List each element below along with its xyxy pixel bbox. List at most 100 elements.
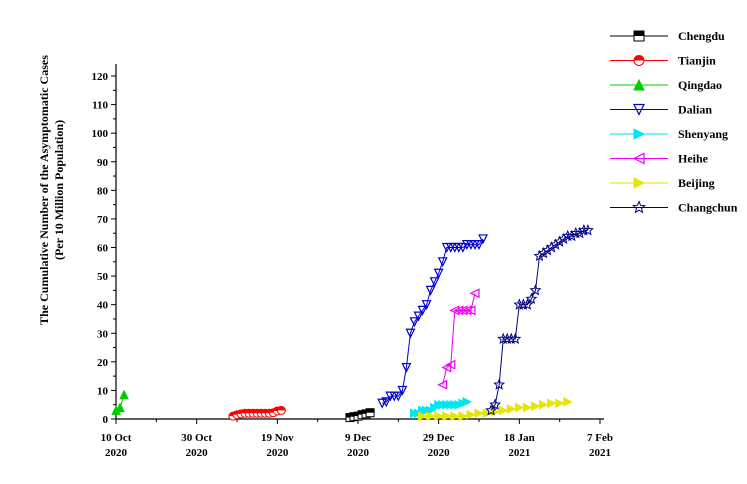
- data-point-heihe: [437, 379, 448, 390]
- data-point-changchun: [553, 235, 566, 247]
- x-tick-year-label: 2021: [589, 447, 611, 459]
- data-point-beijing: [426, 411, 436, 421]
- x-tick-label: 7 Feb: [587, 432, 613, 444]
- legend-label-tianjin: Tianjin: [678, 54, 716, 68]
- y-tick-label: 100: [92, 128, 109, 140]
- legend-item-qingdao: Qingdao: [610, 78, 722, 92]
- x-tick-year-label: 2020: [186, 447, 209, 459]
- legend-item-shenyang: Shenyang: [610, 127, 728, 141]
- data-point-dalian: [478, 234, 489, 245]
- legend-marker-dalian: [633, 103, 645, 116]
- legend-marker-shenyang: [633, 128, 646, 140]
- data-point-dalian: [409, 317, 420, 328]
- x-tick-label: 29 Dec: [423, 432, 455, 444]
- data-point-beijing: [506, 404, 517, 414]
- data-point-dalian: [425, 285, 436, 296]
- legend-label-beijing: Beijing: [678, 176, 715, 190]
- data-point-changchun: [533, 249, 546, 262]
- legend-label-qingdao: Qingdao: [678, 78, 722, 92]
- y-tick-label: 110: [92, 100, 108, 112]
- legend-label-heihe: Heihe: [678, 152, 709, 166]
- plot-area: [111, 224, 594, 423]
- series-line-dalian: [382, 238, 484, 404]
- data-point-changchun: [509, 332, 522, 345]
- legend-marker-heihe: [632, 152, 645, 165]
- data-point-heihe: [441, 362, 452, 373]
- data-point-shenyang: [462, 397, 473, 407]
- data-point-beijing: [482, 408, 493, 419]
- data-point-dalian: [433, 268, 444, 279]
- series-heihe: [437, 288, 480, 390]
- data-point-beijing: [418, 411, 428, 421]
- data-point-changchun: [529, 284, 542, 296]
- legend-label-dalian: Dalian: [678, 103, 712, 117]
- x-tick-year-label: 2020: [266, 447, 289, 459]
- series-dalian: [377, 234, 489, 409]
- data-point-changchun: [489, 398, 502, 410]
- y-axis-title-line-2: (Per 10 Million Population): [52, 120, 66, 260]
- data-point-dalian: [397, 385, 408, 396]
- data-point-beijing: [442, 411, 452, 421]
- data-point-beijing: [434, 411, 444, 421]
- series-tianjin: [228, 405, 286, 421]
- data-point-changchun: [569, 226, 582, 239]
- data-point-dalian: [393, 391, 404, 402]
- y-tick-label: 20: [97, 357, 109, 369]
- data-point-beijing: [530, 401, 541, 411]
- series-beijing: [418, 397, 573, 421]
- x-tick-year-label: 2020: [428, 447, 451, 459]
- data-point-beijing: [563, 397, 573, 407]
- data-point-changchun: [485, 404, 498, 416]
- data-point-changchun: [545, 241, 558, 253]
- data-point-beijing: [450, 411, 460, 421]
- legend-label-changchun: Changchun: [678, 201, 738, 215]
- axes: 0 10 20 30 40 50 60 70 80 90 100 110 120 10 Oct 2020 30…: [92, 64, 613, 459]
- data-point-dalian: [421, 300, 432, 311]
- y-tick-label: 10: [97, 385, 109, 397]
- series-shenyang: [409, 397, 473, 419]
- series-chengdu: [345, 408, 375, 423]
- legend-item-heihe: Heihe: [610, 152, 709, 166]
- data-point-changchun: [565, 229, 578, 242]
- x-tick-label: 10 Oct: [101, 432, 132, 444]
- legend-item-changchun: Changchun: [610, 200, 738, 215]
- data-point-heihe: [465, 305, 476, 316]
- data-point-changchun: [537, 246, 550, 259]
- y-tick-label: 120: [92, 71, 109, 83]
- data-point-qingdao: [115, 402, 125, 413]
- data-point-beijing: [498, 405, 509, 416]
- legend-item-chengdu: Chengdu: [610, 29, 725, 43]
- data-point-dalian: [401, 362, 412, 373]
- legend-marker-changchun: [632, 200, 646, 214]
- data-point-beijing: [466, 409, 477, 420]
- x-tick-label: 19 Nov: [261, 432, 294, 444]
- x-tick-label: 18 Jan: [504, 432, 535, 444]
- legend-label-chengdu: Chengdu: [678, 29, 725, 43]
- x-tick-year-label: 2020: [347, 447, 370, 459]
- data-point-changchun: [517, 298, 530, 310]
- y-tick-label: 30: [97, 328, 109, 340]
- data-point-beijing: [474, 408, 485, 419]
- data-point-dalian: [381, 397, 392, 408]
- data-point-beijing: [555, 398, 565, 409]
- data-point-dalian: [474, 240, 484, 250]
- data-point-changchun: [549, 238, 562, 250]
- data-point-dalian: [457, 242, 468, 253]
- data-point-changchun: [573, 226, 586, 239]
- data-point-dalian: [417, 305, 428, 316]
- y-tick-label: 70: [97, 214, 109, 226]
- data-point-beijing: [522, 402, 533, 413]
- legend-marker-qingdao: [633, 78, 645, 91]
- x-tick-label: 9 Dec: [345, 432, 371, 444]
- data-point-changchun: [505, 332, 518, 345]
- x-tick-year-label: 2020: [105, 447, 128, 459]
- legend-item-dalian: Dalian: [610, 103, 712, 117]
- data-point-changchun: [581, 224, 594, 236]
- data-point-dalian: [405, 328, 416, 339]
- data-point-changchun: [493, 378, 506, 390]
- y-tick-label: 80: [97, 185, 109, 197]
- legend-item-tianjin: Tianjin: [610, 54, 716, 68]
- legend-marker-chengdu: [633, 30, 645, 42]
- legend-marker-tianjin: [633, 55, 645, 66]
